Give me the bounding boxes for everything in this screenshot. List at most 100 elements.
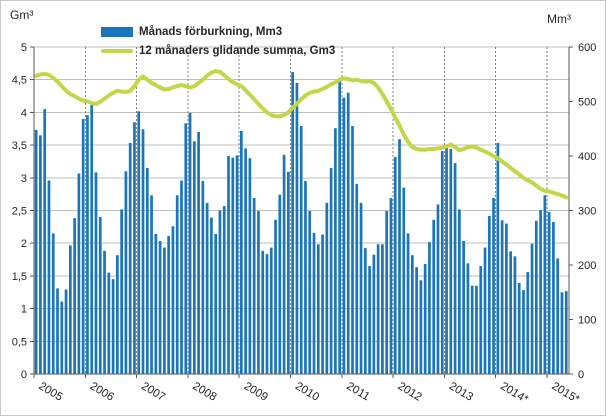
bar-month	[248, 158, 252, 374]
bar-month	[534, 220, 538, 374]
tick-label: 200	[578, 260, 596, 272]
x-axis-year-label: 2009	[242, 380, 270, 403]
bar-month	[239, 130, 243, 374]
bar-month	[34, 129, 38, 374]
bar-month	[274, 219, 277, 374]
bar-month	[393, 157, 397, 374]
bar-month	[94, 172, 98, 374]
bar-month	[560, 292, 564, 374]
bar-month	[445, 147, 448, 374]
legend-item-line: 12 månaders glidande summa, Gm3	[101, 45, 335, 57]
bar-month	[513, 256, 517, 374]
bar-month	[428, 242, 431, 374]
bar-month	[231, 157, 235, 374]
tick-label: 4,5	[12, 75, 27, 87]
bar-month	[175, 195, 179, 374]
bar-month	[222, 206, 226, 374]
bar-month	[492, 197, 495, 374]
bar-month	[291, 72, 294, 374]
bar-month	[517, 282, 521, 374]
bar-month	[312, 232, 316, 374]
bar-month	[244, 148, 247, 374]
bar-month	[68, 245, 72, 374]
bar-month	[257, 211, 260, 374]
bar-month	[462, 241, 465, 374]
bar-month	[346, 92, 350, 374]
bar-month	[39, 135, 42, 374]
bar-month	[269, 247, 273, 374]
bar-month	[51, 233, 55, 374]
legend-item-bars: Månads förburkning, Mm3	[101, 26, 335, 38]
tick-label: 100	[578, 315, 596, 327]
bar-month	[522, 290, 525, 374]
trend-line	[34, 69, 569, 200]
bar-month	[530, 243, 534, 374]
bar-month	[308, 211, 312, 374]
bar-month	[325, 202, 329, 374]
bar-month	[107, 272, 111, 374]
bar-month	[368, 266, 371, 374]
bar-month	[359, 202, 363, 374]
bar-month	[64, 289, 68, 374]
bar-month	[385, 211, 389, 374]
bar-month	[77, 173, 81, 374]
bar-month	[188, 112, 192, 374]
bar-month	[163, 247, 166, 374]
bar-month	[111, 279, 115, 374]
x-axis-year-label: 2015*	[549, 380, 581, 406]
bar-month	[47, 180, 51, 374]
bar-month	[500, 220, 504, 374]
bar-month	[43, 109, 47, 374]
legend-label-line: 12 månaders glidande summa, Gm3	[139, 45, 336, 57]
bar-month	[192, 141, 196, 374]
tick-label: 3	[21, 173, 27, 185]
bar-month	[505, 223, 508, 374]
bar-month	[145, 167, 149, 374]
tick-label: 0,5	[12, 336, 27, 348]
bar-month	[487, 215, 491, 374]
tick-label: 3,5	[12, 140, 27, 152]
bar-month	[81, 118, 85, 374]
x-axis-year-label: 2008	[190, 380, 218, 403]
bar-month	[171, 226, 175, 374]
bar-month	[334, 128, 337, 374]
bar-month	[432, 219, 436, 374]
tick-label: 600	[578, 42, 596, 54]
bar-month	[415, 267, 418, 374]
bar-month	[363, 248, 367, 374]
bar-month	[372, 254, 376, 374]
bar-month	[398, 139, 401, 374]
bar-month	[154, 233, 158, 374]
bar-month	[496, 142, 500, 374]
bar-month	[167, 236, 171, 374]
bar-month	[299, 126, 303, 374]
bar-month	[116, 255, 119, 374]
bar-month	[295, 82, 299, 374]
tick-label: 1,5	[12, 271, 27, 283]
legend: Månads förburkning, Mm3 12 månaders glid…	[101, 26, 335, 57]
bar-month	[98, 217, 102, 374]
bar-month	[205, 202, 209, 374]
tick-label: 2,5	[12, 206, 27, 218]
bar-month	[470, 285, 474, 374]
bar-month	[475, 285, 478, 374]
bar-month	[197, 132, 200, 374]
x-axis-year-label: 2013	[447, 380, 475, 403]
bar-month	[564, 291, 568, 374]
bar-month	[124, 171, 128, 374]
tick-label: 5	[21, 42, 27, 54]
bar-month	[210, 217, 213, 374]
bar-month	[227, 156, 230, 374]
x-axis-year-label: 2007	[139, 380, 167, 403]
bar-month	[526, 272, 530, 374]
bar-month	[453, 163, 457, 374]
bar-month	[158, 241, 162, 374]
bar-month	[278, 194, 282, 374]
bar-month	[389, 197, 393, 374]
tick-label: 500	[578, 97, 596, 109]
bar-month	[423, 263, 427, 374]
bar-month	[60, 301, 64, 374]
tick-label: 1	[21, 304, 27, 316]
